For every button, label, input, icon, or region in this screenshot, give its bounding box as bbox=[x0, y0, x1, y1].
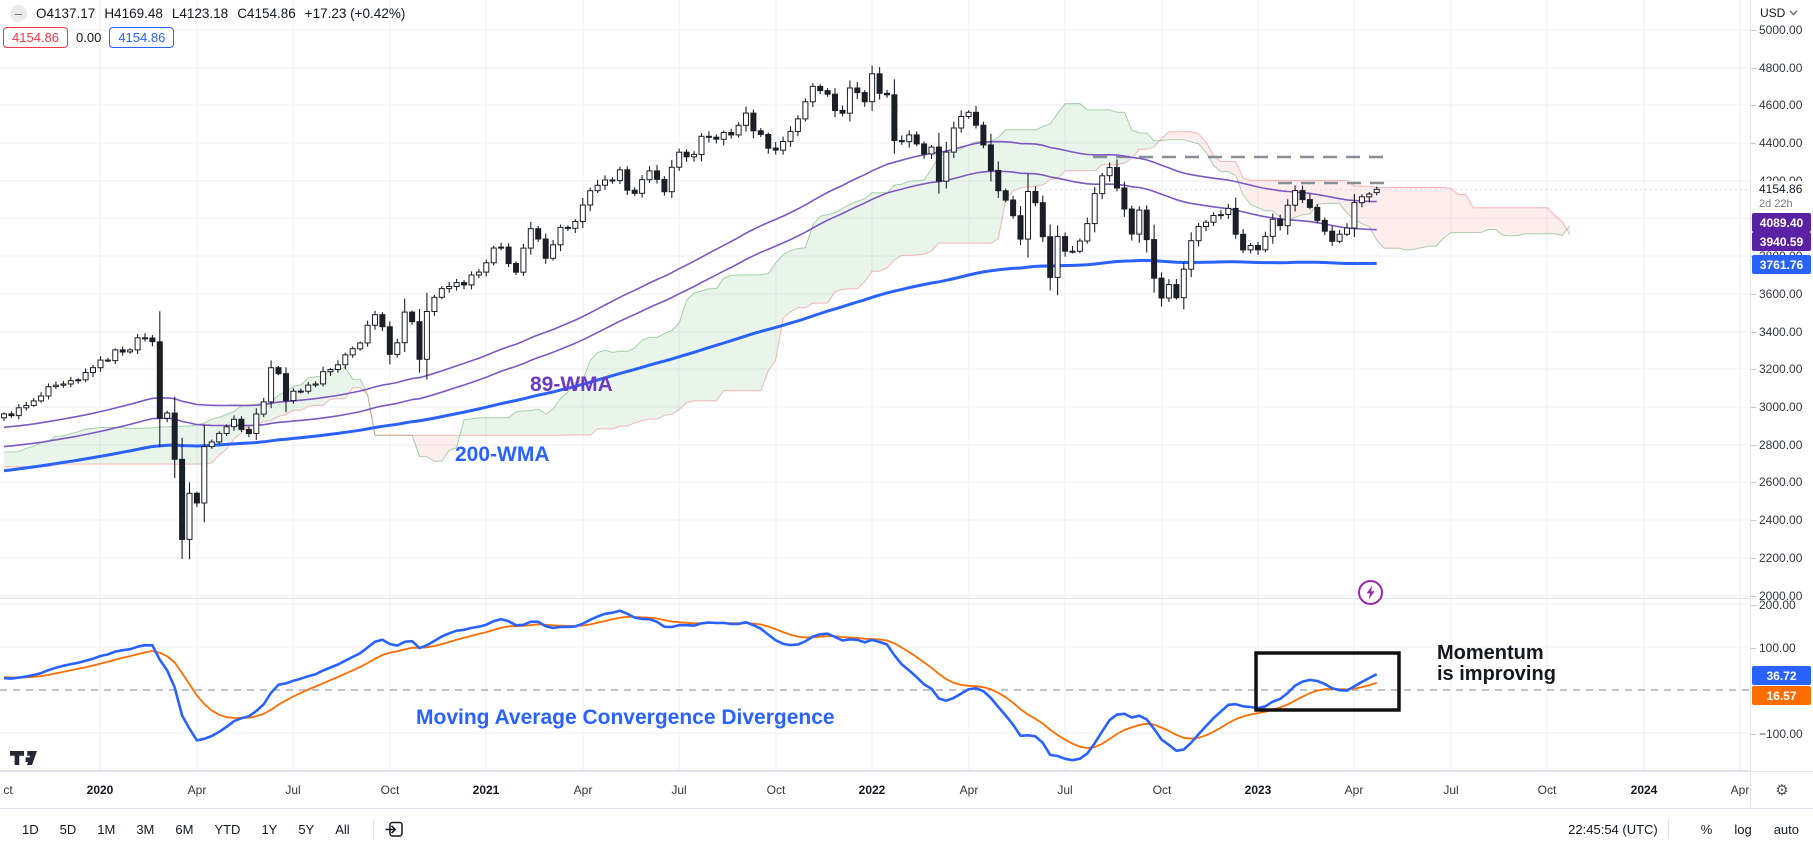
price-axis-label: 100.00 bbox=[1751, 641, 1796, 655]
price-alert-labels: 4154.86 0.00 4154.86 bbox=[3, 27, 175, 48]
range-3m-button[interactable]: 3M bbox=[136, 821, 155, 837]
time-axis-label: Apr bbox=[1730, 783, 1750, 797]
price-axis-label: 4400.00 bbox=[1751, 136, 1803, 150]
scale-percent-button[interactable]: % bbox=[1700, 821, 1713, 837]
price-axis-label: 3000.00 bbox=[1751, 400, 1803, 414]
go-to-date-button[interactable] bbox=[384, 819, 405, 840]
alert-price-red[interactable]: 4154.86 bbox=[3, 27, 68, 48]
time-axis-label: 2023 bbox=[1244, 783, 1272, 797]
alert-price-blue[interactable]: 4154.86 bbox=[109, 27, 175, 48]
time-axis-label: Jul bbox=[671, 783, 687, 797]
flash-event-icon[interactable] bbox=[1356, 578, 1385, 607]
time-axis-label: 2021 bbox=[472, 783, 500, 797]
axis-settings-corner: ⚙ bbox=[1750, 771, 1813, 808]
macd-label[interactable]: Moving Average Convergence Divergence bbox=[416, 706, 835, 729]
toolbar-divider bbox=[1667, 819, 1669, 839]
ohlc-open: O4137.17 bbox=[36, 6, 96, 21]
time-axis-label: Apr bbox=[1344, 783, 1364, 797]
time-axis-label: Oct bbox=[1152, 783, 1172, 797]
wma89-label[interactable]: 89-WMA bbox=[530, 373, 613, 396]
price-axis-label: 2400.00 bbox=[1751, 513, 1803, 527]
time-axis-label: Jul bbox=[285, 783, 301, 797]
instrument-legend: – O4137.17 H4169.48 L4123.18 C4154.86 +17.23… bbox=[10, 5, 414, 22]
ohlc-high: H4169.48 bbox=[104, 6, 163, 21]
range-1d-button[interactable]: 1D bbox=[22, 821, 39, 837]
range-all-button[interactable]: All bbox=[335, 821, 350, 837]
chevron-down-icon bbox=[1789, 10, 1798, 16]
momentum-annotation[interactable]: Momentum is improving bbox=[1437, 643, 1556, 685]
price-axis-label: 4600.00 bbox=[1751, 98, 1803, 112]
price-badge: 16.57 bbox=[1752, 686, 1811, 705]
time-axis[interactable]: ct 2020 Apr Jul Oct 2021 Apr Jul Oct 2022 Apr Jul Oc… bbox=[0, 771, 1750, 808]
time-axis-label: Jul bbox=[1443, 783, 1459, 797]
scale-log-button[interactable]: log bbox=[1734, 821, 1752, 837]
ohlc-close: C4154.86 bbox=[237, 6, 296, 21]
ohlc-low: L4123.18 bbox=[171, 6, 229, 21]
chart-pane[interactable]: – O4137.17 H4169.48 L4123.18 C4154.86 +17.23… bbox=[0, 0, 1750, 771]
time-axis-label: Apr bbox=[959, 783, 979, 797]
time-axis-label: 2024 bbox=[1630, 783, 1658, 797]
price-axis-label: 2600.00 bbox=[1751, 475, 1803, 489]
range-6m-button[interactable]: 6M bbox=[175, 821, 194, 837]
price-axis[interactable]: USD 5000.004800.004600.004400.004200.004… bbox=[1750, 0, 1813, 808]
current-price-label: 4154.86 2d 22h bbox=[1751, 181, 1813, 213]
price-badge: 4089.40 bbox=[1752, 213, 1811, 232]
price-axis-label: 2800.00 bbox=[1751, 438, 1803, 452]
scale-auto-button[interactable]: auto bbox=[1773, 821, 1799, 837]
scale-buttons: % log auto bbox=[1679, 822, 1799, 837]
price-badge: 36.72 bbox=[1752, 666, 1811, 685]
wma200-label[interactable]: 200-WMA bbox=[455, 443, 550, 466]
currency-dropdown[interactable]: USD bbox=[1760, 6, 1798, 20]
collapse-legend-button[interactable]: – bbox=[10, 5, 27, 22]
range-5d-button[interactable]: 5D bbox=[59, 821, 77, 837]
momentum-line1: Momentum bbox=[1437, 642, 1544, 664]
momentum-line2: is improving bbox=[1437, 663, 1556, 685]
ohlc-change: +17.23 (+0.42%) bbox=[304, 6, 406, 21]
chart-canvas[interactable] bbox=[0, 0, 1750, 771]
range-ytd-button[interactable]: YTD bbox=[214, 821, 241, 837]
price-axis-label: −100.00 bbox=[1751, 727, 1803, 741]
range-5y-button[interactable]: 5Y bbox=[298, 821, 315, 837]
price-badge: 3761.76 bbox=[1752, 255, 1811, 274]
range-buttons: 1D 5D 1M 3M 6M YTD 1Y 5Y All bbox=[14, 818, 363, 841]
time-axis-label: Apr bbox=[187, 783, 207, 797]
gear-icon[interactable]: ⚙ bbox=[1775, 781, 1789, 799]
time-axis-label: 2022 bbox=[858, 783, 886, 797]
alert-zero-value: 0.00 bbox=[76, 30, 102, 45]
price-badge: 3940.59 bbox=[1752, 232, 1811, 251]
currency-label: USD bbox=[1760, 6, 1786, 20]
session-clock[interactable]: 22:45:54 (UTC) bbox=[1568, 821, 1658, 837]
price-axis-label: 4800.00 bbox=[1751, 61, 1803, 75]
time-axis-label: Oct bbox=[1537, 783, 1557, 797]
price-axis-label: 3400.00 bbox=[1751, 325, 1803, 339]
ohlc-readout: O4137.17 H4169.48 L4123.18 C4154.86 +17.23 (… bbox=[36, 6, 414, 21]
price-axis-label: 5000.00 bbox=[1751, 23, 1803, 37]
range-1y-button[interactable]: 1Y bbox=[261, 821, 278, 837]
time-axis-label: Oct bbox=[380, 783, 400, 797]
time-axis-label: Jul bbox=[1057, 783, 1073, 797]
price-axis-label: 200.00 bbox=[1751, 598, 1796, 612]
bottom-toolbar: 1D 5D 1M 3M 6M YTD 1Y 5Y All 22:45:54 (UTC) % log… bbox=[0, 808, 1813, 849]
toolbar-divider bbox=[372, 819, 374, 839]
bar-countdown: 2d 22h bbox=[1759, 198, 1793, 210]
price-axis-label: 3600.00 bbox=[1751, 287, 1803, 301]
range-1m-button[interactable]: 1M bbox=[97, 821, 116, 837]
time-axis-label: ct bbox=[3, 783, 13, 797]
time-axis-label: 2020 bbox=[86, 783, 114, 797]
price-axis-label: 2200.00 bbox=[1751, 551, 1803, 565]
time-axis-label: Apr bbox=[573, 783, 593, 797]
price-axis-label: 3200.00 bbox=[1751, 362, 1803, 376]
price-axis-label: 2000.00 bbox=[1751, 589, 1803, 603]
time-axis-label: Oct bbox=[766, 783, 786, 797]
current-price-value: 4154.86 bbox=[1759, 182, 1803, 196]
go-to-date-icon bbox=[385, 821, 403, 837]
